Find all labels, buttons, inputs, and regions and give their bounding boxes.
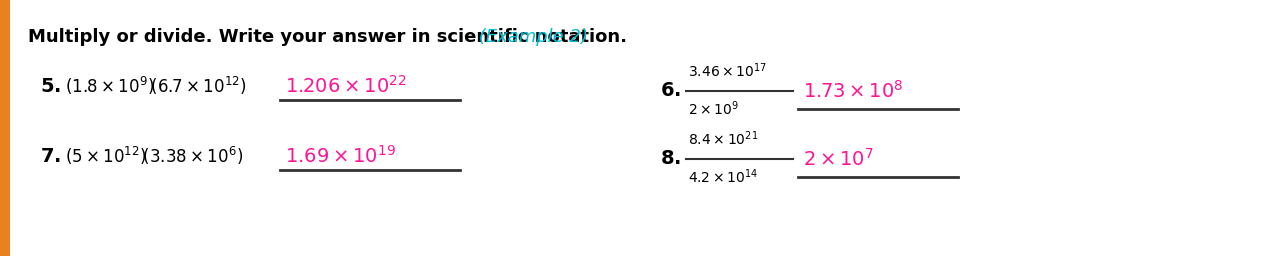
Text: (Example 2): (Example 2)	[473, 28, 588, 46]
FancyBboxPatch shape	[0, 0, 10, 256]
Text: $4.2 \times 10^{14}$: $4.2 \times 10^{14}$	[688, 168, 758, 186]
Text: $1.73 \times 10^{8}$: $1.73 \times 10^{8}$	[803, 80, 904, 102]
Text: Multiply or divide. Write your answer in scientific notation.: Multiply or divide. Write your answer in…	[28, 28, 627, 46]
Text: $\mathbf{7.}$: $\mathbf{7.}$	[40, 146, 61, 165]
Text: $3.46 \times 10^{17}$: $3.46 \times 10^{17}$	[688, 62, 767, 80]
Text: $2 \times 10^{9}$: $2 \times 10^{9}$	[688, 100, 739, 118]
Text: $8.4 \times 10^{21}$: $8.4 \times 10^{21}$	[688, 130, 758, 148]
Text: $\mathbf{8.}$: $\mathbf{8.}$	[659, 150, 681, 168]
Text: $1.69 \times 10^{19}$: $1.69 \times 10^{19}$	[285, 145, 396, 167]
Text: $\left(5 \times 10^{12}\right)\!\left(3.38 \times 10^{6}\right)$: $\left(5 \times 10^{12}\right)\!\left(3.…	[65, 145, 243, 167]
Text: $\mathbf{5.}$: $\mathbf{5.}$	[40, 77, 61, 95]
Text: $2 \times 10^{7}$: $2 \times 10^{7}$	[803, 148, 874, 170]
Text: $\mathbf{6.}$: $\mathbf{6.}$	[659, 81, 681, 101]
Text: $\left(1.8 \times 10^{9}\right)\!\left(6.7 \times 10^{12}\right)$: $\left(1.8 \times 10^{9}\right)\!\left(6…	[65, 75, 247, 97]
Text: $1.206 \times 10^{22}$: $1.206 \times 10^{22}$	[285, 75, 406, 97]
